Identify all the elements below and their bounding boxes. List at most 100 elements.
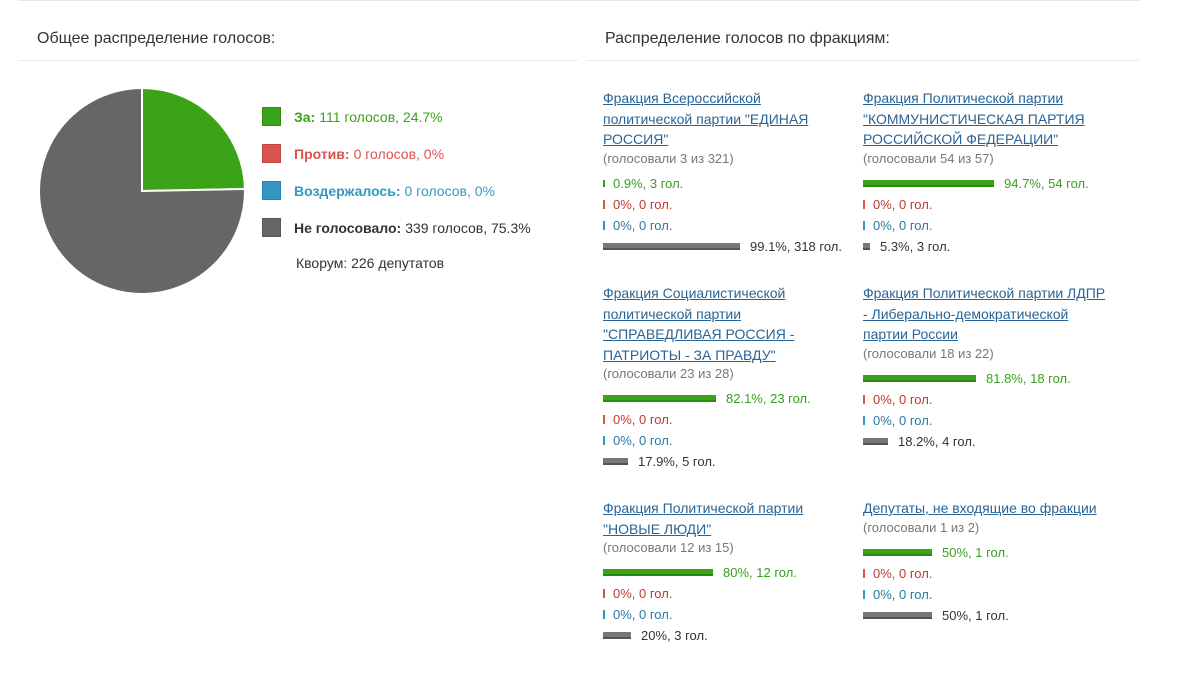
faction-result-bar	[603, 242, 740, 250]
legend-swatch	[262, 218, 281, 237]
faction-result-text: 17.9%, 5 гол.	[638, 454, 716, 469]
faction-result-row-vo: 0%, 0 гол.	[863, 584, 1113, 605]
legend-item-pr: Против: 0 голосов, 0%	[262, 142, 531, 165]
faction-result-bar	[863, 179, 994, 187]
faction-voted-count: (голосовали 3 из 321)	[603, 150, 734, 166]
title-divider	[586, 60, 1140, 61]
overall-distribution-panel: Общее распределение голосов:	[18, 20, 578, 61]
faction-voted-count: (голосовали 54 из 57)	[863, 150, 994, 166]
faction-result-text: 94.7%, 54 гол.	[1004, 175, 1089, 191]
pie-svg	[38, 86, 247, 295]
legend-label: Против:	[294, 145, 350, 162]
faction-result-row-pr: 0%, 0 гол.	[863, 194, 1113, 215]
faction-result-row-pr: 0%, 0 гол.	[603, 583, 853, 604]
faction-result-row-ng: 18.2%, 4 гол.	[863, 431, 1113, 452]
faction-result-bar	[603, 179, 605, 187]
faction-result-bar	[603, 632, 631, 639]
faction-result-row-za: 80%, 12 гол.	[603, 562, 853, 583]
overall-title: Общее распределение голосов:	[37, 30, 276, 47]
faction-result-row-ng: 5.3%, 3 гол.	[863, 236, 1113, 257]
faction-result-row-za: 0.9%, 3 гол.	[603, 173, 853, 194]
faction-link[interactable]: Фракция Всероссийской политической парти…	[603, 90, 809, 147]
faction-result-bar	[863, 568, 865, 578]
faction-result-text: 50%, 1 гол.	[942, 607, 1009, 623]
legend-swatch	[262, 107, 281, 126]
faction-result-text: 0%, 0 гол.	[873, 217, 933, 233]
faction-result-bar	[603, 569, 713, 576]
faction-result-bar	[603, 458, 628, 465]
faction-result-bar	[863, 437, 888, 445]
faction-card: Фракция Всероссийской политической парти…	[603, 88, 853, 257]
faction-voted-count: (голосовали 18 из 22)	[863, 345, 994, 361]
faction-result-row-ng: 50%, 1 гол.	[863, 605, 1113, 626]
faction-result-row-pr: 0%, 0 гол.	[603, 194, 853, 215]
legend-item-vo: Воздержалось: 0 голосов, 0%	[262, 179, 531, 202]
faction-card: Фракция Политической партии "НОВЫЕ ЛЮДИ"…	[603, 498, 853, 646]
faction-result-text: 0%, 0 гол.	[613, 217, 673, 233]
faction-result-bar	[603, 436, 605, 445]
faction-result-text: 5.3%, 3 гол.	[880, 238, 951, 254]
factions-panel: Распределение голосов по фракциям:	[586, 20, 1140, 61]
faction-voted-count: (голосовали 23 из 28)	[603, 366, 734, 381]
faction-result-row-pr: 0%, 0 гол.	[603, 409, 853, 430]
faction-result-bar	[603, 610, 605, 619]
faction-result-row-za: 50%, 1 гол.	[863, 542, 1113, 563]
faction-result-text: 0%, 0 гол.	[613, 412, 673, 427]
faction-result-text: 0%, 0 гол.	[873, 412, 933, 428]
faction-result-bar	[863, 199, 865, 209]
faction-link[interactable]: Фракция Политической партии ЛДПР - Либер…	[863, 285, 1106, 342]
faction-result-text: 0%, 0 гол.	[873, 586, 933, 602]
faction-link[interactable]: Фракция Политической партии "НОВЫЕ ЛЮДИ"	[603, 500, 804, 537]
faction-result-row-za: 81.8%, 18 гол.	[863, 368, 1113, 389]
faction-result-row-ng: 99.1%, 318 гол.	[603, 236, 853, 257]
faction-result-bar	[863, 374, 976, 382]
legend-value: 0 голосов, 0%	[404, 182, 495, 199]
faction-result-row-za: 82.1%, 23 гол.	[603, 388, 853, 409]
faction-voted-count: (голосовали 12 из 15)	[603, 540, 734, 555]
faction-card: Фракция Политической партии "КОММУНИСТИЧ…	[863, 88, 1113, 257]
faction-result-row-vo: 0%, 0 гол.	[603, 604, 853, 625]
overall-pie-chart	[37, 86, 247, 296]
top-divider	[18, 0, 1140, 1]
faction-result-text: 20%, 3 гол.	[641, 628, 708, 643]
faction-result-row-vo: 0%, 0 гол.	[863, 410, 1113, 431]
faction-result-text: 0%, 0 гол.	[613, 433, 673, 448]
faction-result-row-pr: 0%, 0 гол.	[863, 563, 1113, 584]
legend-value: 0 голосов, 0%	[353, 145, 445, 162]
faction-result-text: 0%, 0 гол.	[613, 607, 673, 622]
faction-result-text: 99.1%, 318 гол.	[750, 238, 842, 254]
legend-value: 339 голосов, 75.3%	[405, 219, 531, 236]
pie-slice-za	[141, 86, 247, 193]
faction-link[interactable]: Депутаты, не входящие во фракции	[863, 500, 1097, 516]
faction-result-text: 80%, 12 гол.	[723, 565, 797, 580]
faction-result-bar	[603, 199, 605, 209]
faction-card: Фракция Политической партии ЛДПР - Либер…	[863, 283, 1113, 452]
faction-result-bar	[863, 415, 865, 425]
faction-result-text: 0%, 0 гол.	[873, 565, 933, 581]
faction-link[interactable]: Фракция Политической партии "КОММУНИСТИЧ…	[863, 90, 1085, 147]
faction-result-text: 0.9%, 3 гол.	[613, 175, 684, 191]
faction-result-bar	[863, 611, 932, 619]
faction-result-text: 0%, 0 гол.	[613, 196, 673, 212]
legend-item-za: За: 111 голосов, 24.7%	[262, 105, 531, 128]
quorum-text: Кворум: 226 депутатов	[296, 255, 445, 271]
legend-label: Воздержалось:	[294, 182, 401, 199]
legend-label: Не голосовало:	[294, 219, 402, 236]
legend-swatch	[262, 144, 281, 163]
faction-result-bar	[603, 395, 716, 402]
faction-result-text: 0%, 0 гол.	[873, 196, 933, 212]
faction-link[interactable]: Фракция Социалистической политической па…	[603, 285, 795, 363]
faction-result-row-ng: 20%, 3 гол.	[603, 625, 853, 646]
faction-result-bar	[863, 242, 870, 250]
faction-result-text: 18.2%, 4 гол.	[898, 433, 976, 449]
legend-swatch	[262, 181, 281, 200]
factions-title: Распределение голосов по фракциям:	[605, 30, 890, 47]
faction-result-text: 81.8%, 18 гол.	[986, 370, 1071, 386]
faction-card: Депутаты, не входящие во фракции (голосов…	[863, 498, 1113, 626]
faction-result-row-vo: 0%, 0 гол.	[603, 215, 853, 236]
faction-result-text: 82.1%, 23 гол.	[726, 391, 811, 406]
faction-card: Фракция Социалистической политической па…	[603, 283, 853, 472]
title-divider	[18, 60, 578, 61]
faction-result-row-vo: 0%, 0 гол.	[603, 430, 853, 451]
faction-result-bar	[863, 589, 865, 599]
